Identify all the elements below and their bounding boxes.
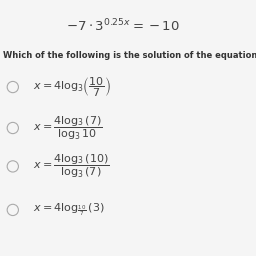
Text: $x = 4\log_{\frac{10}{7}}(3)$: $x = 4\log_{\frac{10}{7}}(3)$ [33,201,105,218]
Text: $x = \dfrac{4\log_3(7)}{\log_3 10}$: $x = \dfrac{4\log_3(7)}{\log_3 10}$ [33,114,103,142]
Text: Which of the following is the solution of the equation?: Which of the following is the solution o… [3,51,256,60]
Text: $x = \dfrac{4\log_3(10)}{\log_3(7)}$: $x = \dfrac{4\log_3(10)}{\log_3(7)}$ [33,153,110,180]
Text: $x = 4\log_3\!\left(\dfrac{10}{7}\right)$: $x = 4\log_3\!\left(\dfrac{10}{7}\right)… [33,75,111,99]
Text: $-7 \cdot 3^{0.25x} = -10$: $-7 \cdot 3^{0.25x} = -10$ [66,18,180,35]
